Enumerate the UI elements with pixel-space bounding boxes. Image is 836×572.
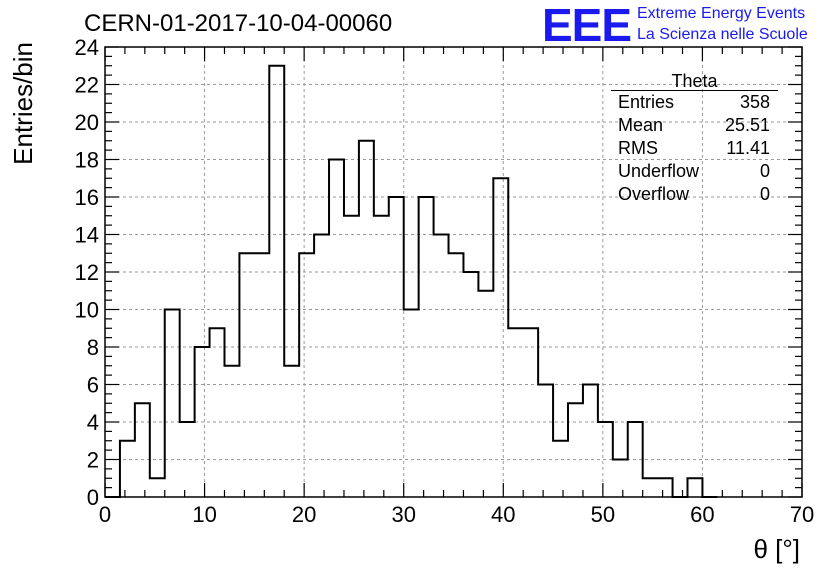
stats-label: Entries (618, 92, 675, 112)
histogram-bin (628, 422, 643, 497)
histogram-outline (105, 64, 718, 498)
logo-caption-line2: La Scienza nelle Scuole (637, 26, 808, 43)
histogram-bin (120, 441, 135, 497)
histogram-bin (508, 328, 523, 497)
histogram-bin (150, 478, 165, 497)
axis-ticks (104, 46, 803, 498)
x-tick-label: 0 (99, 502, 111, 527)
histogram-bin (583, 385, 598, 498)
stats-label: Overflow (618, 184, 690, 204)
stats-value: 0 (759, 184, 770, 204)
histogram-bin (135, 403, 150, 497)
y-tick-label: 12 (75, 260, 99, 285)
histogram-bin (359, 141, 374, 497)
y-tick-label: 0 (87, 485, 99, 510)
x-axis-label: θ [°] (753, 534, 800, 564)
histogram-bin (210, 328, 225, 497)
x-tick-label: 50 (591, 502, 615, 527)
y-axis-label: Entries/bin (8, 42, 38, 165)
x-tick-label: 20 (292, 502, 316, 527)
y-tick-label: 4 (87, 410, 99, 435)
y-tick-label: 22 (75, 73, 99, 98)
histogram-bin (299, 253, 314, 497)
y-tick-label: 6 (87, 373, 99, 398)
stats-value: 0 (759, 161, 770, 181)
histogram-bin (195, 347, 210, 497)
histogram-bin (598, 422, 613, 497)
histogram-bin (538, 385, 553, 498)
histogram-bin (224, 366, 239, 497)
stats-row: Underflow 0 (611, 160, 778, 183)
histogram-bin (643, 478, 658, 497)
y-tick-label: 20 (75, 110, 99, 135)
histogram-bin (344, 216, 359, 497)
stats-value: 11.41 (726, 138, 770, 158)
x-tick-label: 70 (790, 502, 814, 527)
histogram-bin (463, 272, 478, 497)
x-tick-label: 40 (491, 502, 515, 527)
histogram-bin (180, 422, 195, 497)
y-tick-label: 10 (75, 298, 99, 323)
x-tick-label: 60 (690, 502, 714, 527)
histogram-bin (434, 235, 449, 498)
histogram-bin (478, 291, 493, 497)
histogram-bin (314, 235, 329, 498)
stats-row: Mean 25.51 (611, 114, 778, 137)
stats-value: 25.51 (724, 115, 770, 135)
stats-title: Theta (611, 72, 778, 91)
chart-title: CERN-01-2017-10-04-00060 (84, 10, 393, 37)
y-tick-label: 16 (75, 185, 99, 210)
histogram-bin (404, 310, 419, 498)
y-tick-label: 8 (87, 335, 99, 360)
histogram-bin (449, 253, 464, 497)
stats-row: Entries 358 (611, 91, 778, 114)
x-tick-label: 10 (192, 502, 216, 527)
histogram-bin (329, 160, 344, 498)
logo-caption-line1: Extreme Energy Events (637, 5, 806, 22)
eee-logo: EEE (542, 0, 632, 51)
stats-box: Theta Entries 358 Mean 25.51 RMS 11.41 U… (611, 72, 778, 206)
stats-label: RMS (618, 138, 658, 158)
histogram-bin (239, 253, 254, 497)
stats-label: Mean (618, 115, 664, 135)
y-tick-label: 2 (87, 448, 99, 473)
histogram-bin (374, 216, 389, 497)
stats-label: Underflow (618, 161, 700, 181)
stats-row: RMS 11.41 (611, 137, 778, 160)
y-tick-label: 24 (75, 35, 99, 60)
logo-caption: Extreme Energy Events La Scienza nelle S… (637, 3, 808, 45)
y-tick-label: 14 (75, 223, 99, 248)
histogram-bin (493, 178, 508, 497)
histogram-bin (658, 478, 673, 497)
histogram-bin (269, 66, 284, 497)
y-tick-label: 18 (75, 148, 99, 173)
stats-row: Overflow 0 (611, 183, 778, 206)
histogram-bin (419, 197, 434, 497)
histogram-bin (165, 310, 180, 498)
histogram-bin (687, 478, 702, 497)
histogram-bin (568, 403, 583, 497)
histogram-bin (613, 460, 628, 498)
histogram-bin (523, 328, 538, 497)
histogram-bin (254, 253, 269, 497)
stats-value: 358 (739, 92, 770, 112)
x-tick-labels: 0 10 20 30 40 50 60 70 (99, 502, 814, 527)
grid (105, 47, 802, 497)
histogram-bin (553, 441, 568, 497)
histogram-bin (284, 366, 299, 497)
x-tick-label: 30 (391, 502, 415, 527)
histogram-bin (389, 197, 404, 497)
